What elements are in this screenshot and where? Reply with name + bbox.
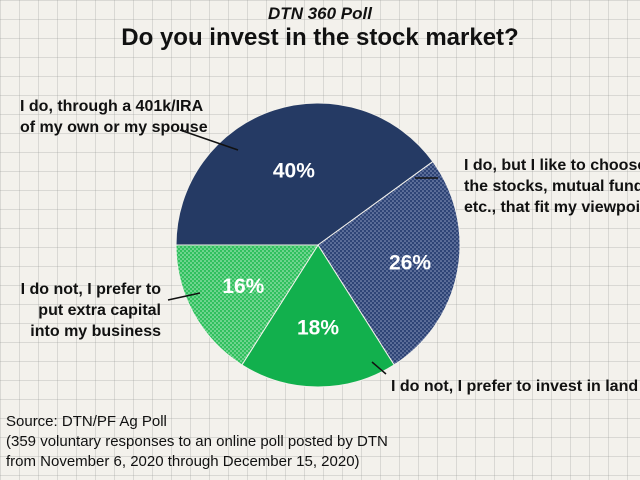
slice-label-401k: I do, through a 401k/IRA of my own or my… (20, 96, 208, 138)
pct-label: 26% (389, 252, 431, 275)
pct-label: 18% (297, 316, 339, 339)
pct-label: 16% (222, 275, 264, 298)
slice-label-business-line: into my business (30, 323, 161, 340)
slice-business (175, 244, 319, 366)
slice-label-401k-line: of my own or my spouse (20, 119, 208, 136)
slice-label-choose-line: the stocks, mutual funds, (464, 178, 640, 195)
slice-401k (175, 102, 434, 246)
slice-label-business: I do not, I prefer to put extra capital … (8, 279, 161, 342)
poll-subtitle: DTN 360 Poll (268, 4, 372, 23)
slice-label-business-line: I do not, I prefer to (20, 281, 161, 298)
slice-label-land-line: I do not, I prefer to invest in land (391, 378, 639, 395)
slice-label-land: I do not, I prefer to invest in land (391, 376, 638, 397)
source-line: Source: DTN/PF Ag Poll (6, 413, 167, 430)
slice-label-choose: I do, but I like to choose the stocks, m… (464, 155, 640, 218)
slice-label-business-line: put extra capital (38, 302, 161, 319)
leader-line-land (371, 361, 387, 375)
slice-label-401k-line: I do, through a 401k/IRA (20, 98, 204, 115)
pct-label: 40% (273, 160, 315, 183)
leader-line-401k (179, 129, 239, 151)
leader-line-business (167, 292, 201, 301)
slice-label-choose-line: I do, but I like to choose (464, 157, 640, 174)
source-line: from November 6, 2020 through December 1… (6, 453, 360, 470)
slice-land (241, 244, 395, 388)
slice-choose (317, 160, 461, 366)
source-note: Source: DTN/PF Ag Poll (359 voluntary re… (6, 412, 388, 472)
chart-title: Do you invest in the stock market? (121, 24, 519, 51)
slice-label-choose-line: etc., that fit my viewpoint (464, 199, 640, 216)
source-line: (359 voluntary responses to an online po… (6, 433, 388, 450)
